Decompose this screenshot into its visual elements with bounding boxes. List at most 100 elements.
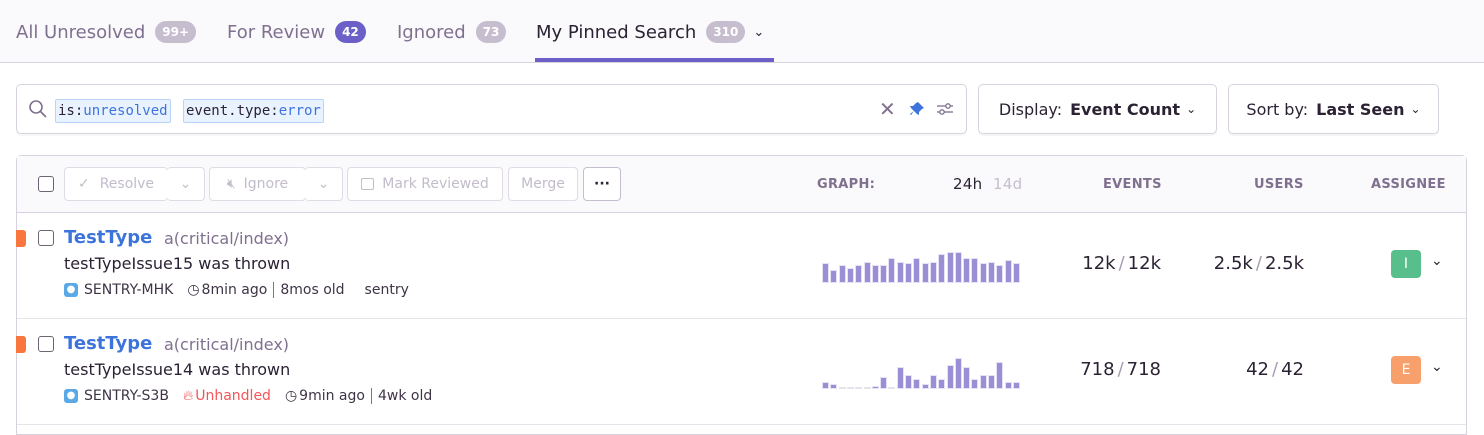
- chevron-down-icon: ⌄: [179, 176, 192, 192]
- issue-short-id[interactable]: SENTRY-S3B: [84, 388, 169, 404]
- issue-culprit: a(critical/index): [164, 229, 290, 248]
- graph-bar: [963, 367, 971, 389]
- pin-icon[interactable]: [909, 101, 925, 117]
- issue-list-header: ✓ Resolve ⌄ 🔇︎ Ignore ⌄ Mark Reviewed Merg…: [17, 156, 1466, 213]
- graph-bar: [905, 374, 912, 389]
- merge-label: Merge: [521, 176, 565, 192]
- graph-bar: [880, 264, 888, 283]
- graph-bar: [971, 379, 979, 389]
- graph-bar: [838, 387, 846, 389]
- search-settings-icon[interactable]: [936, 101, 954, 117]
- resolve-label: Resolve: [99, 176, 155, 192]
- users-column-header[interactable]: USERS: [1254, 177, 1304, 192]
- issue-list: ✓ Resolve ⌄ 🔇︎ Ignore ⌄ Mark Reviewed Merg…: [16, 155, 1467, 435]
- graph-bar: [863, 387, 871, 389]
- select-all-checkbox[interactable]: [38, 176, 54, 192]
- issue-meta: ● SENTRY-MHK ◷ 8min ago 8mos old sentry: [64, 282, 415, 298]
- tab-my-pinned-search[interactable]: My Pinned Search 310 ⌄: [536, 18, 764, 46]
- graph-bar: [971, 258, 979, 283]
- ignore-label: Ignore: [243, 176, 289, 192]
- level-indicator: [16, 336, 26, 353]
- graph-bar: [905, 263, 912, 283]
- events-column-header[interactable]: EVENTS: [1103, 177, 1162, 192]
- display-label: Display:: [998, 99, 1063, 119]
- events-count: 718/718: [1080, 359, 1161, 380]
- ellipsis-icon: ···: [594, 176, 610, 192]
- search-icon: [29, 100, 47, 118]
- clear-search-icon[interactable]: ✕: [879, 97, 896, 121]
- chevron-down-icon[interactable]: ⌄: [753, 24, 765, 40]
- tab-for-review[interactable]: For Review 42: [227, 18, 366, 46]
- graph-bar: [938, 379, 946, 389]
- graph-bar: [871, 265, 879, 283]
- issue-graph: [822, 349, 1022, 389]
- ignore-button[interactable]: 🔇︎ Ignore: [209, 167, 306, 201]
- issue-row[interactable]: TestType a(critical/index) testTypeIssue…: [16, 319, 1466, 425]
- issue-row[interactable]: TestType a(critical/index) testTypeIssue…: [16, 213, 1466, 319]
- graph-bar: [954, 252, 962, 283]
- python-platform-icon: ●: [64, 283, 78, 297]
- chevron-down-icon[interactable]: ⌄: [1431, 359, 1443, 375]
- graph-bar: [880, 376, 888, 389]
- resolve-button[interactable]: ✓ Resolve: [64, 167, 168, 201]
- graph-bar: [913, 379, 921, 389]
- first-seen-age: 8mos old: [280, 282, 345, 298]
- graph-bar: [896, 367, 904, 389]
- mark-reviewed-label: Mark Reviewed: [382, 176, 489, 192]
- graph-period-14d[interactable]: 14d: [993, 175, 1023, 193]
- graph-bar: [855, 265, 863, 283]
- users-count: 2.5k/2.5k: [1213, 253, 1304, 274]
- issue-short-id[interactable]: SENTRY-MHK: [84, 282, 174, 298]
- first-seen-age: 4wk old: [377, 388, 433, 404]
- search-input[interactable]: is:unresolved event.type:error ✕: [16, 84, 967, 134]
- issue-title-link[interactable]: TestType: [64, 333, 153, 354]
- chevron-down-icon[interactable]: ⌄: [1431, 253, 1443, 269]
- graph-bar: [996, 362, 1004, 389]
- tab-all-unresolved[interactable]: All Unresolved 99+: [16, 18, 197, 46]
- graph-bar: [863, 262, 871, 283]
- fire-icon: 🔥︎: [182, 388, 194, 404]
- assignee-avatar[interactable]: E: [1391, 356, 1421, 384]
- issue-title-link[interactable]: TestType: [64, 227, 153, 248]
- graph-bar: [838, 264, 846, 283]
- display-dropdown[interactable]: Display: Event Count ⌄: [978, 84, 1217, 134]
- graph-bar: [1012, 263, 1020, 283]
- search-token[interactable]: event.type:error: [183, 99, 324, 123]
- issue-checkbox[interactable]: [38, 230, 54, 246]
- graph-bar: [946, 364, 954, 389]
- assignee-column-header: ASSIGNEE: [1371, 177, 1446, 192]
- check-icon: ✓: [77, 176, 90, 192]
- more-actions-button[interactable]: ···: [583, 167, 621, 201]
- unhandled-badge: Unhandled: [195, 388, 271, 404]
- assignee-avatar[interactable]: I: [1391, 250, 1421, 278]
- mark-reviewed-button[interactable]: Mark Reviewed: [347, 167, 503, 201]
- sort-label: Sort by:: [1246, 99, 1309, 119]
- graph-period-24h[interactable]: 24h: [953, 175, 983, 193]
- merge-button[interactable]: Merge: [508, 167, 578, 201]
- divider: [273, 282, 275, 298]
- ignore-dropdown[interactable]: ⌄: [305, 167, 343, 201]
- graph-bar: [896, 262, 904, 283]
- graph-bar: [963, 257, 971, 283]
- graph-bar: [1012, 381, 1020, 389]
- tab-ignored[interactable]: Ignored 73: [397, 18, 507, 46]
- graph-bar: [830, 270, 838, 283]
- graph-column-header: GRAPH:: [817, 177, 876, 192]
- sort-dropdown[interactable]: Sort by: Last Seen ⌄: [1228, 84, 1439, 134]
- issue-graph: [822, 243, 1022, 283]
- tab-label: Ignored: [397, 21, 466, 43]
- graph-bar: [888, 257, 896, 283]
- last-seen: 8min ago: [201, 282, 268, 298]
- issue-tabs: All Unresolved 99+ For Review 42 Ignored 73…: [0, 0, 1484, 63]
- tab-count-badge: 42: [335, 21, 366, 43]
- active-tab-indicator: [535, 58, 774, 62]
- graph-bar: [954, 357, 962, 389]
- mute-icon: 🔇︎: [226, 176, 236, 192]
- tab-count-badge: 310: [706, 21, 746, 43]
- search-token[interactable]: is:unresolved: [55, 99, 171, 123]
- graph-bar: [822, 263, 829, 283]
- resolve-dropdown[interactable]: ⌄: [167, 167, 205, 201]
- graph-bar: [871, 386, 879, 389]
- inbox-icon: [361, 178, 375, 190]
- issue-checkbox[interactable]: [38, 336, 54, 352]
